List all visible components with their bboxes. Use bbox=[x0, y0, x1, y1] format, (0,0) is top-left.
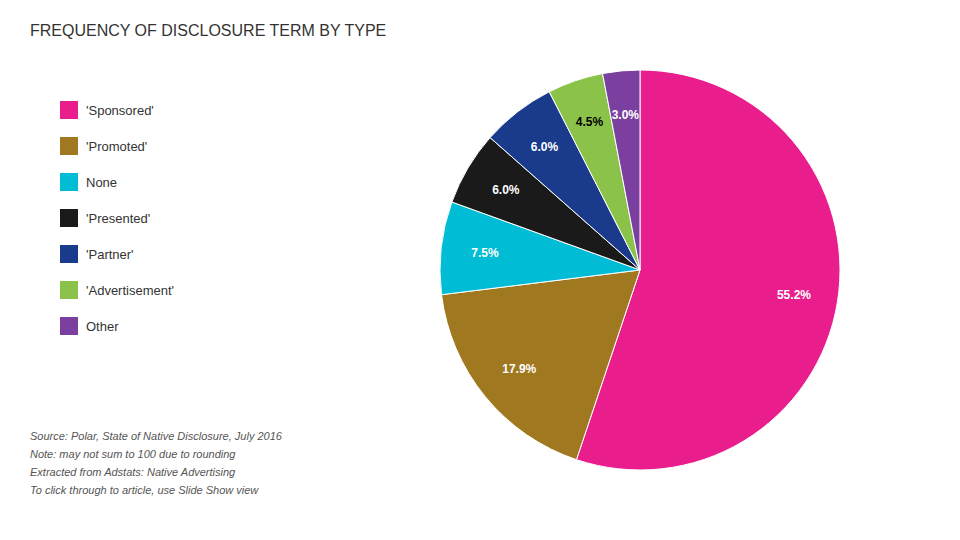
legend: 'Sponsored' 'Promoted' None 'Presented' 'Par… bbox=[60, 101, 174, 335]
legend-item: 'Promoted' bbox=[60, 137, 147, 155]
annotations: Source: Polar, State of Native Disclosur… bbox=[30, 430, 283, 496]
data-label: 4.5% bbox=[576, 115, 604, 129]
annotation: Extracted from Adstats: Native Advertisi… bbox=[30, 466, 236, 478]
legend-label: Other bbox=[86, 319, 119, 334]
data-label: 55.2% bbox=[777, 288, 811, 302]
data-label: 3.0% bbox=[612, 108, 640, 122]
annotation: Note: may not sum to 100 due to rounding bbox=[30, 448, 236, 460]
legend-item: Other bbox=[60, 317, 119, 335]
legend-item: 'Presented' bbox=[60, 209, 150, 227]
legend-label: 'Partner' bbox=[86, 247, 134, 262]
legend-label: 'Advertisement' bbox=[86, 283, 174, 298]
data-label: 7.5% bbox=[471, 246, 499, 260]
legend-swatch bbox=[60, 281, 78, 299]
legend-swatch bbox=[60, 245, 78, 263]
pie-slice bbox=[603, 70, 640, 270]
legend-swatch bbox=[60, 137, 78, 155]
legend-item: 'Advertisement' bbox=[60, 281, 174, 299]
legend-item: 'Sponsored' bbox=[60, 101, 154, 119]
data-label: 6.0% bbox=[492, 183, 520, 197]
legend-swatch bbox=[60, 209, 78, 227]
legend-swatch bbox=[60, 101, 78, 119]
legend-item: None bbox=[60, 173, 117, 191]
pie-slice bbox=[442, 270, 640, 460]
legend-label: 'Presented' bbox=[86, 211, 150, 226]
legend-label: 'Sponsored' bbox=[86, 103, 154, 118]
pie: 55.2% 17.9% 7.5% 6.0% 6.0% 4.5% 3.0% bbox=[440, 70, 840, 470]
legend-swatch bbox=[60, 173, 78, 191]
chart: FREQUENCY OF DISCLOSURE TERM BY TYPE 55.2… bbox=[0, 0, 960, 540]
annotation: Source: Polar, State of Native Disclosur… bbox=[30, 430, 283, 442]
legend-swatch bbox=[60, 317, 78, 335]
title: FREQUENCY OF DISCLOSURE TERM BY TYPE bbox=[30, 22, 386, 39]
data-label: 17.9% bbox=[502, 362, 536, 376]
annotation: To click through to article, use Slide S… bbox=[30, 484, 259, 496]
legend-label: None bbox=[86, 175, 117, 190]
legend-item: 'Partner' bbox=[60, 245, 134, 263]
legend-label: 'Promoted' bbox=[86, 139, 147, 154]
data-label: 6.0% bbox=[531, 140, 559, 154]
